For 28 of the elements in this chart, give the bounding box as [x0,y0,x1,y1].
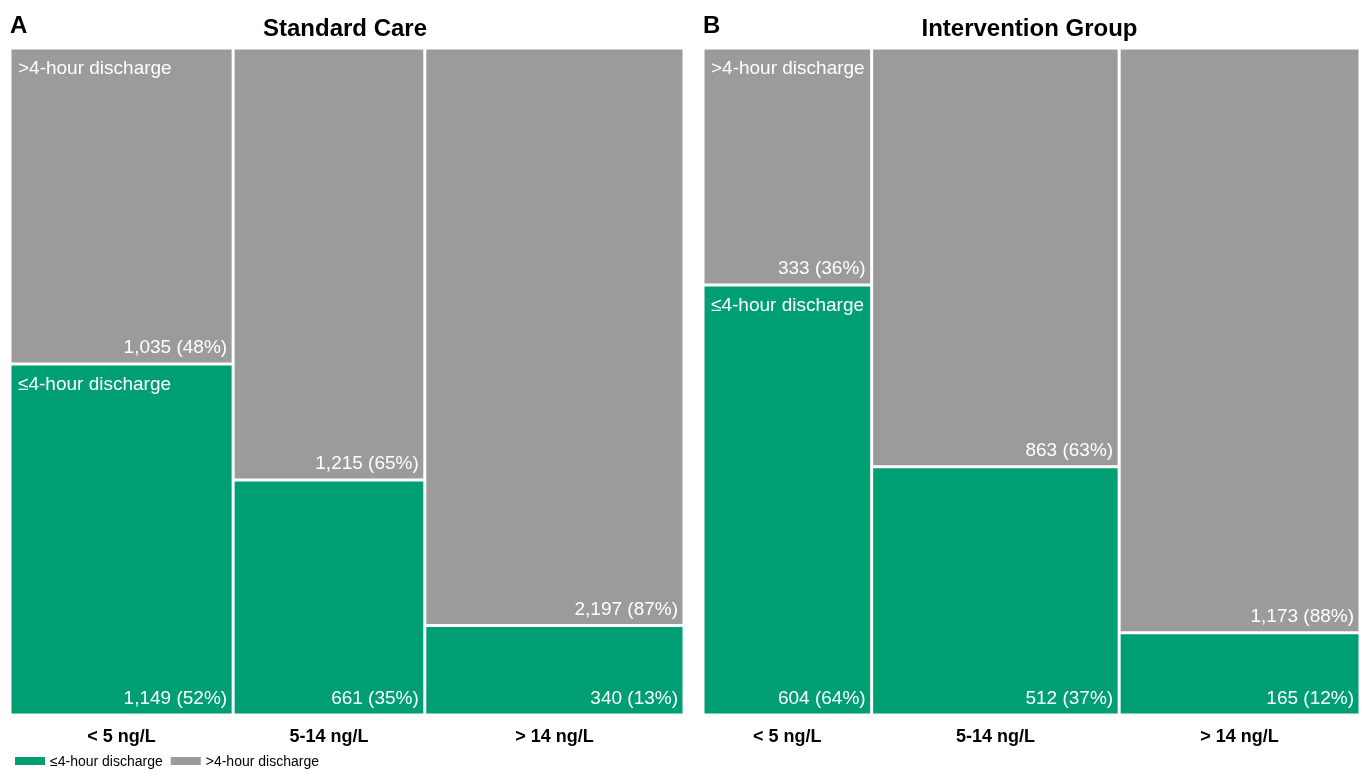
data-label: 340 (13%) [590,687,678,708]
data-label: 1,035 (48%) [123,336,228,358]
category-label: > 14 ng/L [1200,726,1279,746]
text: ≤4-hour discharge [18,373,172,395]
category-label: < 5 ng/L [753,726,822,746]
data-label: 863 (63%) [1025,438,1114,460]
data-label: 1,215 (65%) [315,451,419,473]
data-label: 1,149 (52%) [123,687,228,708]
category-label: 5-14 ng/L [955,726,1035,746]
data-label: 1,173 (88%) [1250,604,1354,626]
series-label: >4-hour discharge [711,57,865,78]
text: >4-hour discharge [18,57,172,78]
data-label: 2,197 (87%) [574,597,678,619]
data-label: 604 (64%) [777,687,866,708]
data-label: 165 (12%) [1266,687,1354,708]
legend-label: >4-hour discharge [205,753,320,769]
text: Standard Care [262,13,428,41]
data-label: 333 (36%) [777,257,866,279]
series-label: ≤4-hour discharge [711,294,865,316]
data-label: 661 (35%) [331,687,419,708]
text: A [10,10,28,38]
legend-label: ≤4-hour discharge [50,753,163,769]
text: B [703,10,721,38]
category-label: > 14 ng/L [515,726,594,746]
category-label: 5-14 ng/L [289,726,369,746]
data-label: 512 (37%) [1025,687,1114,708]
text: Intervention Group [921,13,1138,41]
category-label: < 5 ng/L [87,726,156,746]
